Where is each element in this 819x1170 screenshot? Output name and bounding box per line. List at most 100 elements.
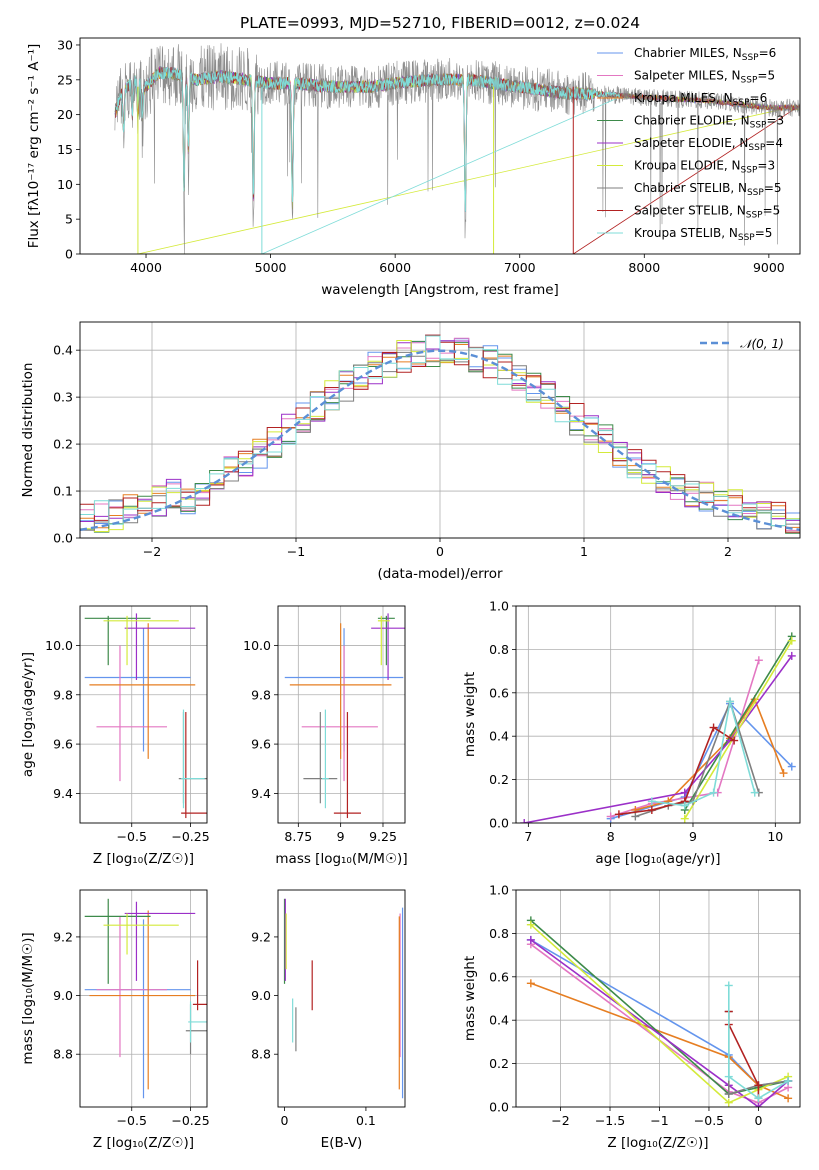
legend-entry-name: Salpeter ELODIE, N [634, 136, 748, 150]
axes-frame [79, 605, 208, 824]
y-tick-label: 0.3 [53, 390, 73, 405]
x-tick-label: 2 [724, 544, 732, 559]
x-tick-label: 9.25 [369, 829, 397, 844]
y-tick-label: 9.2 [251, 929, 271, 944]
mass-weight-series [728, 1011, 760, 1099]
y-tick-label: 0.2 [489, 772, 509, 787]
y-tick-label: 0.4 [489, 1013, 509, 1028]
x-tick-label: 8 [607, 829, 615, 844]
y-tick-label: 9.8 [53, 687, 73, 702]
axes-frame [79, 889, 208, 1108]
x-tick-label: 0 [436, 544, 444, 559]
histogram-series [80, 351, 800, 531]
x-tick-label: 0.1 [356, 1113, 376, 1128]
x-axis-label: wavelength [Angstrom, rest frame] [321, 282, 559, 298]
axes-frame [277, 605, 406, 824]
legend-entry-name: Kroupa STELIB, N [634, 226, 738, 240]
y-tick-label: 9.2 [53, 929, 73, 944]
x-tick-label: −0.25 [171, 829, 209, 844]
legend-entry: Kroupa MILES, NSSP=6 [634, 91, 767, 108]
y-tick-label: 0 [65, 247, 73, 262]
mass-weight-series [610, 702, 793, 820]
y-tick-label: 0.6 [489, 685, 509, 700]
y-tick-label: 9.0 [53, 988, 73, 1003]
y-tick-label: 0.8 [489, 926, 509, 941]
x-tick-label: 8000 [628, 260, 660, 275]
x-tick-label: 1 [580, 544, 588, 559]
legend-entry: Chabrier MILES, NSSP=6 [634, 46, 776, 63]
legend-entry-sub: SSP [747, 188, 764, 198]
y-tick-label: 9.4 [53, 786, 73, 801]
legend-entry-eq: =3 [766, 114, 784, 128]
legend-entry-eq: =5 [764, 181, 782, 195]
y-tick-label: 0.0 [489, 1100, 509, 1115]
plot-area [520, 632, 796, 823]
y-tick-label: 0.6 [489, 969, 509, 984]
x-tick-label: 9 [689, 829, 697, 844]
x-tick-label: −0.5 [117, 1113, 147, 1128]
plot-area [84, 898, 207, 1099]
axes-spectrum: 4000 5000 6000 7000 8000 9000 0 5 10 15 20 25 30 wave… [26, 14, 801, 298]
x-axis-label: age [log₁₀(age/yr)] [595, 851, 720, 867]
y-tick-label: 8.8 [251, 1047, 271, 1062]
legend-entry-sub: SSP [733, 98, 750, 108]
axes-frame [515, 889, 801, 1108]
axes-frame [277, 889, 406, 1108]
legend-entry: Chabrier STELIB, NSSP=5 [634, 181, 782, 198]
y-tick-label: 0.8 [489, 642, 509, 657]
x-tick-label: −0.25 [171, 1113, 209, 1128]
x-tick-label: 9000 [753, 260, 785, 275]
y-tick-label: 0.2 [489, 1056, 509, 1071]
legend-entry-eq: =6 [759, 46, 777, 60]
legend-entry-eq: =6 [750, 91, 768, 105]
x-tick-label: −1 [287, 544, 305, 559]
mass-weight-series [684, 635, 793, 811]
y-tick-label: 25 [57, 72, 73, 87]
legend-entry: 𝒩(0, 1) [740, 337, 784, 351]
x-tick-label: 5000 [255, 260, 287, 275]
y-axis-label: mass weight [462, 956, 478, 1041]
x-axis-label: Z [log₁₀(Z/Z☉)] [607, 1135, 708, 1151]
mass-weight-series [524, 655, 793, 823]
legend-entry-eq: =5 [757, 69, 775, 83]
x-tick-label: 7 [524, 829, 532, 844]
plot-area [84, 613, 207, 819]
y-tick-label: 30 [57, 37, 73, 52]
legend-entry-sub: SSP [746, 211, 763, 221]
axes-residuals: −2 −1 0 1 2 0.0 0.1 0.2 0.3 0.4 (data-model)/error… [20, 321, 801, 582]
x-tick-label: 0 [281, 1113, 289, 1128]
legend-entry-sub: SSP [741, 76, 758, 86]
mass-weight-series [728, 985, 789, 1100]
legend-entry-sub: SSP [741, 166, 758, 176]
spectrum-series-line [115, 66, 620, 254]
plot-area [526, 916, 793, 1107]
y-tick-label: 10 [57, 177, 73, 192]
y-tick-label: 5 [65, 212, 73, 227]
chart-title: PLATE=0993, MJD=52710, FIBERID=0012, z=0… [240, 14, 640, 32]
x-tick-label: −2 [143, 544, 161, 559]
plot-area [80, 334, 800, 534]
y-tick-label: 9.6 [251, 737, 271, 752]
x-tick-label: −2 [551, 1113, 569, 1128]
axes-frame [79, 321, 801, 539]
x-tick-label: 6000 [379, 260, 411, 275]
y-axis-label: mass weight [462, 672, 478, 757]
legend-entry-sub: SSP [748, 143, 765, 153]
y-tick-label: 15 [57, 142, 73, 157]
legend-entry-sub: SSP [742, 53, 759, 63]
x-tick-label: 4000 [130, 260, 162, 275]
y-tick-label: 0.4 [53, 343, 73, 358]
y-tick-label: 10.0 [45, 638, 73, 653]
legend-entry: Salpeter STELIB, NSSP=5 [634, 204, 780, 221]
y-axis-label: mass [log₁₀(M/M☉)] [20, 932, 36, 1064]
x-tick-label: 9 [337, 829, 345, 844]
y-tick-label: 0.4 [489, 729, 509, 744]
legend-entry: Kroupa ELODIE, NSSP=3 [634, 159, 775, 176]
x-tick-label: 8.75 [284, 829, 312, 844]
normal-curve [80, 349, 800, 531]
y-axis-label: Flux [fλ10⁻¹⁷ erg cm⁻² s⁻¹ A⁻¹] [26, 44, 42, 249]
legend-entry-sub: SSP [738, 233, 755, 243]
x-tick-label: 0 [754, 1113, 762, 1128]
y-tick-label: 1.0 [489, 599, 509, 614]
